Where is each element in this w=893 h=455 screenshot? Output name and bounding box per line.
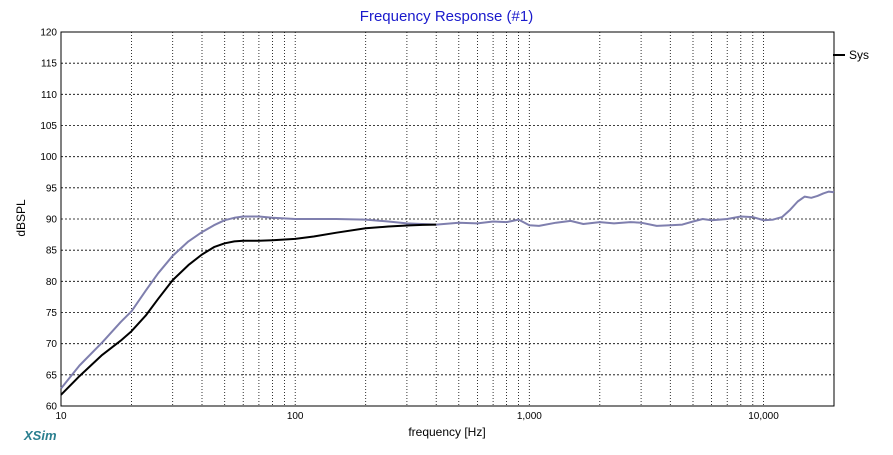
y-tick-label: 85 [46,246,58,257]
x-tick-label: 1,000 [517,411,542,422]
x-tick-label: 10 [55,411,67,422]
y-tick-label: 90 [46,215,58,226]
y-tick-label: 60 [46,402,58,413]
y-tick-label: 70 [46,339,58,350]
y-tick-label: 65 [46,370,58,381]
x-axis-label: frequency [Hz] [408,425,486,439]
x-tick-label: 10,000 [748,411,779,422]
y-tick-label: 75 [46,308,58,319]
y-tick-label: 80 [46,277,58,288]
legend-label-sys: Sys [849,48,869,62]
y-tick-label: 100 [40,152,57,163]
chart-title: Frequency Response (#1) [359,8,534,25]
x-tick-label: 100 [287,411,304,422]
plot-frame [60,31,835,407]
y-tick-label: 110 [41,90,57,101]
y-tick-label: 105 [40,121,57,132]
brand-logo-text: XSim [24,428,57,443]
y-tick-label: 95 [46,183,58,194]
y-tick-label: 115 [41,59,57,70]
y-tick-label: 120 [40,28,57,39]
series-line-sys [60,223,437,396]
series-line-reference [60,190,835,390]
